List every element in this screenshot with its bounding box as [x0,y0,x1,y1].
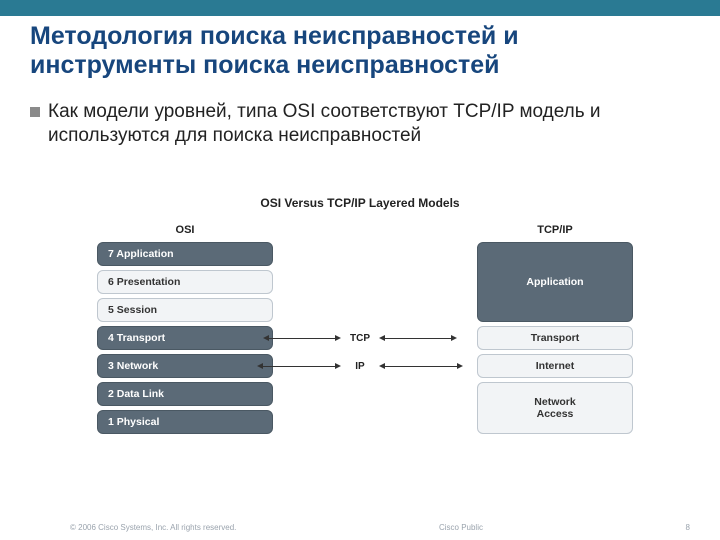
osi-layer: 6 Presentation [97,270,273,294]
slide-footer: © 2006 Cisco Systems, Inc. All rights re… [0,523,720,532]
bullet-item: Как модели уровней, типа OSI соответству… [30,100,690,148]
arrow-left-icon [269,338,335,339]
slide-title: Методология поиска неисправностей и инст… [30,22,690,80]
osi-tcpip-diagram: OSI Versus TCP/IP Layered Models [0,196,720,210]
arrow-right-icon [385,338,451,339]
footer-copyright: © 2006 Cisco Systems, Inc. All rights re… [70,523,236,532]
arrow-label: TCP [345,333,375,344]
slide: Методология поиска неисправностей и инст… [0,0,720,540]
arrow-row: IP [0,361,720,372]
diagram-title: OSI Versus TCP/IP Layered Models [0,196,720,210]
osi-layer: 2 Data Link [97,382,273,406]
arrow-label: IP [345,361,375,372]
bullet-square-icon [30,107,40,117]
osi-column-label: OSI [176,224,195,236]
osi-column: OSI 7 Application 6 Presentation 5 Session… [90,224,280,438]
tcpip-layer: NetworkAccess [477,382,633,434]
osi-layer: 7 Application [97,242,273,266]
top-accent-bar [0,0,720,16]
arrow-row: TCP [0,333,720,344]
arrow-left-icon [263,366,335,367]
footer-classification: Cisco Public [439,523,483,532]
tcpip-column: TCP/IP ApplicationTransportInternetNetwo… [470,224,640,438]
tcpip-column-label: TCP/IP [537,224,572,236]
bullet-list: Как модели уровней, типа OSI соответству… [30,100,690,148]
bullet-text: Как модели уровней, типа OSI соответству… [48,100,690,148]
osi-layer: 5 Session [97,298,273,322]
osi-layer: 1 Physical [97,410,273,434]
tcpip-layer: Application [477,242,633,322]
footer-page-number: 8 [686,523,690,532]
arrow-right-icon [385,366,457,367]
